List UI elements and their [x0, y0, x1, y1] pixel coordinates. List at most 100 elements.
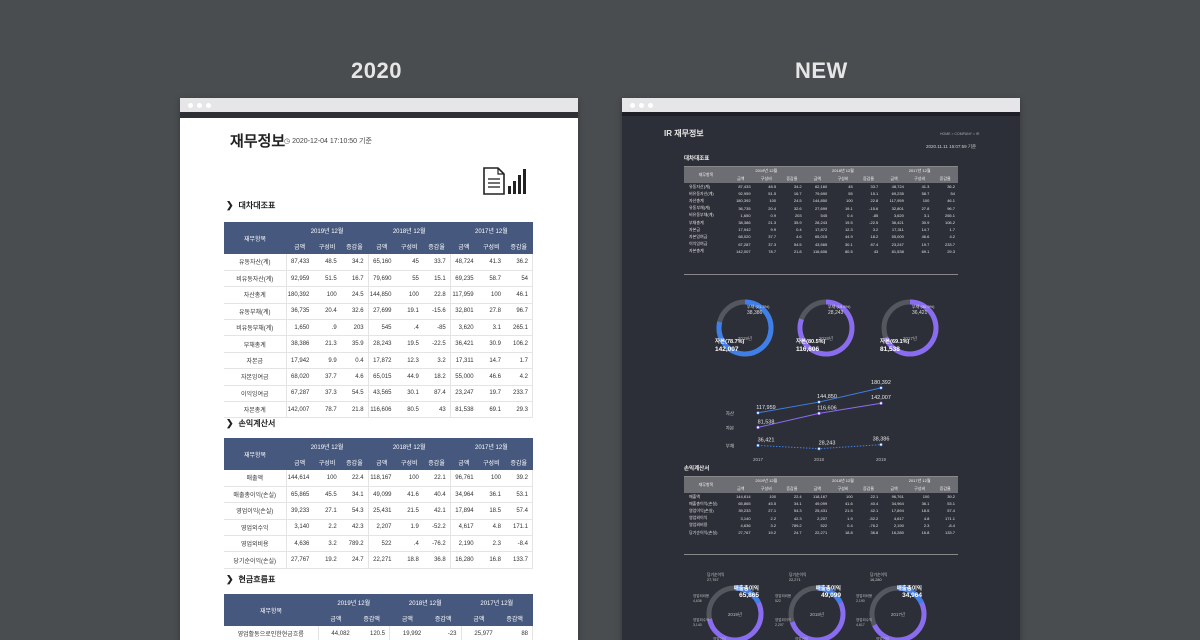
- new-bs-cell: 19.7: [921, 241, 930, 247]
- new-bs-subcol-header: 구성비: [906, 175, 933, 183]
- new-is-cell: 2.2: [770, 515, 777, 521]
- old-cf-subcol-header: 금액: [461, 610, 497, 626]
- old-bs-cell: 545: [368, 319, 396, 337]
- old-is-cell: -76.2: [422, 535, 451, 553]
- donut-main-label: 매출총이익: [816, 584, 841, 592]
- new-is-cell: 25,431: [814, 508, 828, 514]
- new-is-cell: -76.2: [869, 522, 879, 528]
- old-is-subcol-header: 증감율: [505, 454, 533, 470]
- new-bs-cell: 38,386: [738, 220, 751, 226]
- capital-structure-donuts: 2019년 부채 (21.3%)38,386 자본(78.7%)142,007 201…: [715, 299, 939, 357]
- window-dot-icon: [648, 102, 653, 108]
- donut-side-label: 영업외비용: [775, 593, 792, 598]
- old-is-cell: 39,233: [286, 502, 314, 520]
- old-bs-title: 대차대조표: [238, 201, 276, 210]
- old-cf-subcol-header: 증감액: [425, 610, 461, 626]
- old-is-subcol-header: 금액: [450, 454, 478, 470]
- new-bs-cell: 44.9: [844, 234, 853, 240]
- old-bs-cell: 55,000: [450, 368, 478, 386]
- old-is-cell: 133.7: [505, 551, 533, 569]
- old-bs-cell: 15.1: [422, 270, 451, 288]
- old-bs-cell: 27.8: [477, 303, 505, 321]
- old-bs-cell: -22.5: [422, 335, 451, 353]
- old-is-cell: 16,280: [450, 551, 478, 569]
- old-bs-cell: 4.2: [505, 368, 533, 386]
- new-bs-cell: 12.3: [844, 227, 853, 233]
- old-is-cell: 42.3: [340, 519, 369, 537]
- x-tick-label: 2019: [876, 457, 887, 462]
- old-bs-table-row: 유동부채(계) 36,735 20.4 32.6 27,699 19.1 -15.6 32,8…: [224, 303, 533, 321]
- old-cf-subcol-header: 증감액: [496, 610, 533, 626]
- table-bottom-line: [684, 554, 958, 555]
- new-is-row-label: 당기순이익(손실): [689, 529, 718, 535]
- old-is-cell: 3,140: [286, 519, 314, 537]
- old-bs-cell: 265.1: [505, 319, 533, 337]
- new-bs-cell: 0.4: [796, 227, 802, 233]
- donut-year-label: 2019년: [728, 611, 742, 617]
- new-is-subcol-header: 증감율: [855, 485, 882, 493]
- new-bs-subcol-header: 증감율: [932, 175, 958, 183]
- old-bs-row-label: 부채총계: [224, 335, 287, 353]
- new-is-cell: 2.3: [923, 522, 930, 528]
- old-is-cell: 57.4: [505, 502, 533, 520]
- old-is-cell: 16.8: [477, 551, 505, 569]
- new-bs-cell: 55,000: [891, 234, 904, 240]
- old-bs-cell: 69,235: [450, 270, 478, 288]
- new-is-cell: 22.4: [793, 494, 802, 500]
- new-is-subcol-header: 구성비: [753, 485, 780, 493]
- new-bs-table-row: 자본총계 142,007 78.7 21.8 116,606 80.5 43 81,538 69…: [684, 248, 958, 255]
- new-bs-cell: 100: [846, 198, 853, 204]
- old-is-cell: 17,894: [450, 502, 478, 520]
- new-page-title: IR 재무정보: [664, 129, 704, 138]
- donut-main-value: 49,099: [821, 592, 841, 599]
- new-is-cell: 3,140: [740, 515, 751, 521]
- new-bs-cell: 43: [873, 248, 879, 254]
- new-is-table-row: 영업외이익 3,140 2.2 42.3 2,207 1.9 -52.2 4,617 4.8 17…: [684, 515, 958, 522]
- donut-top-value: 16,280: [870, 578, 882, 582]
- old-bs-cell: 180,392: [286, 286, 314, 304]
- new-is-cell: 2,190: [893, 522, 904, 528]
- old-is-cell: 789.2: [340, 535, 369, 553]
- new-bs-cell: 29.3: [947, 248, 955, 254]
- new-bs-table-row: 비유동부채(계) 1,650 0.9 203 545 0.4 -85 3,620 3.1 265.…: [684, 212, 958, 219]
- old-section-cash-flow: ❯ 현금흐름표: [226, 574, 275, 585]
- income-breakdown-donuts: 2019년당기순이익27,767매출총이익65,865영업외비용4,636영업외…: [693, 572, 927, 640]
- new-is-subcol-header: 증감율: [779, 485, 805, 493]
- old-bs-cell: 233.7: [505, 385, 533, 403]
- new-is-cell: 4,617: [893, 515, 904, 521]
- donut-equity-value: 142,007: [715, 346, 739, 353]
- old-bs-cell: 69.1: [477, 401, 505, 419]
- old-bs-cell: -85: [422, 319, 451, 337]
- new-bs-cell: 80.5: [844, 248, 853, 254]
- old-bs-subcol-header: 구성비: [313, 238, 341, 254]
- donut-bottom-label: 영업이익: [795, 636, 808, 640]
- old-cf-year-header: 2019년 12월: [318, 594, 390, 610]
- new-is-year-header: 2017년 12월: [881, 477, 958, 485]
- old-cf-row-label: 영업활동으로인한현금흐름: [224, 626, 319, 640]
- donut-top-label: 당기순이익: [870, 572, 887, 577]
- new-bs-cell: 46.1: [947, 198, 955, 204]
- old-is-cell: 22.4: [340, 470, 369, 487]
- new-bs-subcol-header: 증감율: [855, 175, 882, 183]
- report-chart-icon[interactable]: [480, 166, 530, 196]
- old-bs-cell: 106.2: [505, 335, 533, 353]
- new-is-cell: 19.2: [768, 530, 777, 536]
- old-bs-row-label: 자본잉여금: [224, 368, 287, 386]
- new-bs-row-label: 자본금: [689, 226, 701, 232]
- breadcrumb[interactable]: HOME > COMPANY > IR: [940, 132, 980, 136]
- old-bs-cell: 32.6: [340, 303, 369, 321]
- new-section-income-statement: 손익계산서: [684, 466, 710, 472]
- old-cf-cell: 19,992: [389, 626, 426, 640]
- old-cf-table-row: 영업활동으로인한현금흐름 44,082 120.5 19,992 -23 25,977 88: [224, 626, 533, 640]
- new-is-table-row: 매출총이익(손실) 65,865 45.5 34.1 49,099 41.6 40.4 34,…: [684, 500, 958, 507]
- new-is-cell: 53.1: [947, 501, 955, 507]
- old-is-cell: 49,099: [368, 486, 396, 504]
- old-bs-table-row: 자본금 17,942 9.9 0.4 17,872 12.3 3.2 17,311 14.7 1.…: [224, 352, 533, 370]
- new-bs-cell: 87,433: [738, 184, 751, 190]
- old-bs-cell: 1,650: [286, 319, 314, 337]
- old-bs-cell: 92,959: [286, 270, 314, 288]
- donut-equity-value: 116,606: [796, 346, 820, 353]
- old-bs-cell: 79,690: [368, 270, 396, 288]
- donut-year-label: 2017년: [903, 335, 917, 341]
- new-bs-subcol-header: 금액: [728, 175, 754, 183]
